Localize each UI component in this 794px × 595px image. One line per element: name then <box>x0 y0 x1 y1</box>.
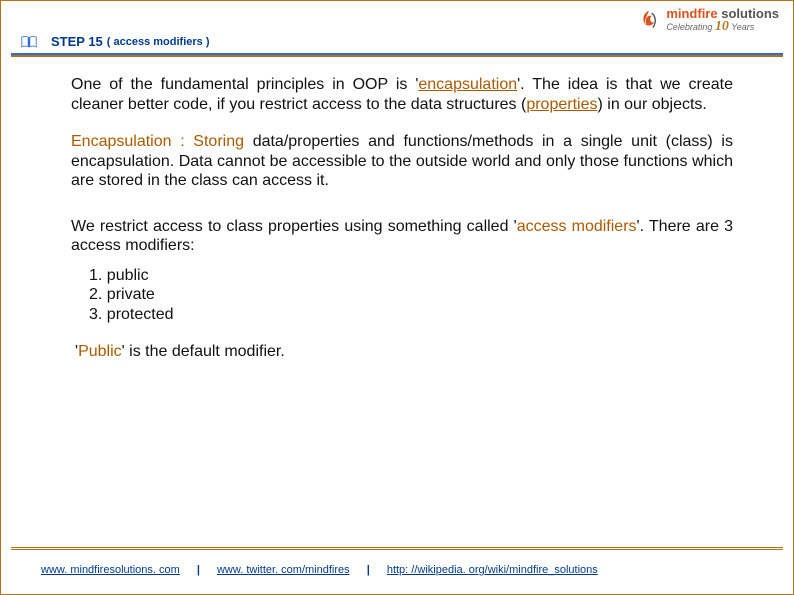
slide-page: STEP 15 ( access modifiers ) mindfire so… <box>0 0 794 595</box>
last-hl: Public <box>78 343 122 360</box>
header: STEP 15 ( access modifiers ) mindfire so… <box>11 7 783 57</box>
title-row: STEP 15 ( access modifiers ) <box>21 34 210 49</box>
list-item: 2. private <box>89 285 733 305</box>
brand-sub-num: 10 <box>715 19 729 34</box>
list-item: 3. protected <box>89 305 733 325</box>
p2-hl: Encapsulation : Storing <box>71 133 253 150</box>
list-item: 1. public <box>89 266 733 286</box>
modifier-list: 1. public 2. private 3. protected <box>89 266 733 325</box>
paragraph-2: Encapsulation : Storing data/properties … <box>71 132 733 191</box>
link-sep: | <box>367 564 370 576</box>
p1-hl-properties: properties <box>526 96 597 113</box>
paragraph-1: One of the fundamental principles in OOP… <box>71 75 733 114</box>
p1-a: One of the fundamental principles in OOP… <box>71 76 418 93</box>
step-label: STEP 15 <box>51 34 103 49</box>
last-b: ' is the default modifier. <box>122 343 285 360</box>
link-mindfire[interactable]: www. mindfiresolutions. com <box>41 564 180 576</box>
brand-sub-post: Years <box>731 22 754 32</box>
brand-sub-pre: Celebrating <box>666 22 712 32</box>
p1-hl-encapsulation: encapsulation <box>418 76 517 93</box>
paragraph-4: 'Public' is the default modifier. <box>75 342 733 362</box>
footer: www. mindfiresolutions. com | www. twitt… <box>11 547 783 576</box>
p3-a: We restrict access to class properties u… <box>71 218 517 235</box>
footer-divider <box>11 547 783 550</box>
link-twitter[interactable]: www. twitter. com/mindfires <box>217 564 350 576</box>
logo-swirl-icon <box>636 8 662 34</box>
paragraph-3: We restrict access to class properties u… <box>71 217 733 256</box>
footer-links: www. mindfiresolutions. com | www. twitt… <box>11 564 783 576</box>
title-underline <box>11 53 783 55</box>
content: One of the fundamental principles in OOP… <box>1 57 793 362</box>
book-icon <box>21 35 37 49</box>
p3-hl: access modifiers <box>517 218 637 235</box>
step-subtitle: ( access modifiers ) <box>107 36 210 48</box>
logo: mindfire solutions Celebrating 10 Years <box>636 7 779 34</box>
link-sep: | <box>197 564 200 576</box>
brand-fire: mindfire <box>666 6 717 21</box>
link-wikipedia[interactable]: http: //wikipedia. org/wiki/mindfire_sol… <box>387 564 598 576</box>
p1-c: ) in our objects. <box>597 96 706 113</box>
brand-text: mindfire solutions Celebrating 10 Years <box>666 7 779 34</box>
brand-tagline: Celebrating 10 Years <box>666 20 779 34</box>
